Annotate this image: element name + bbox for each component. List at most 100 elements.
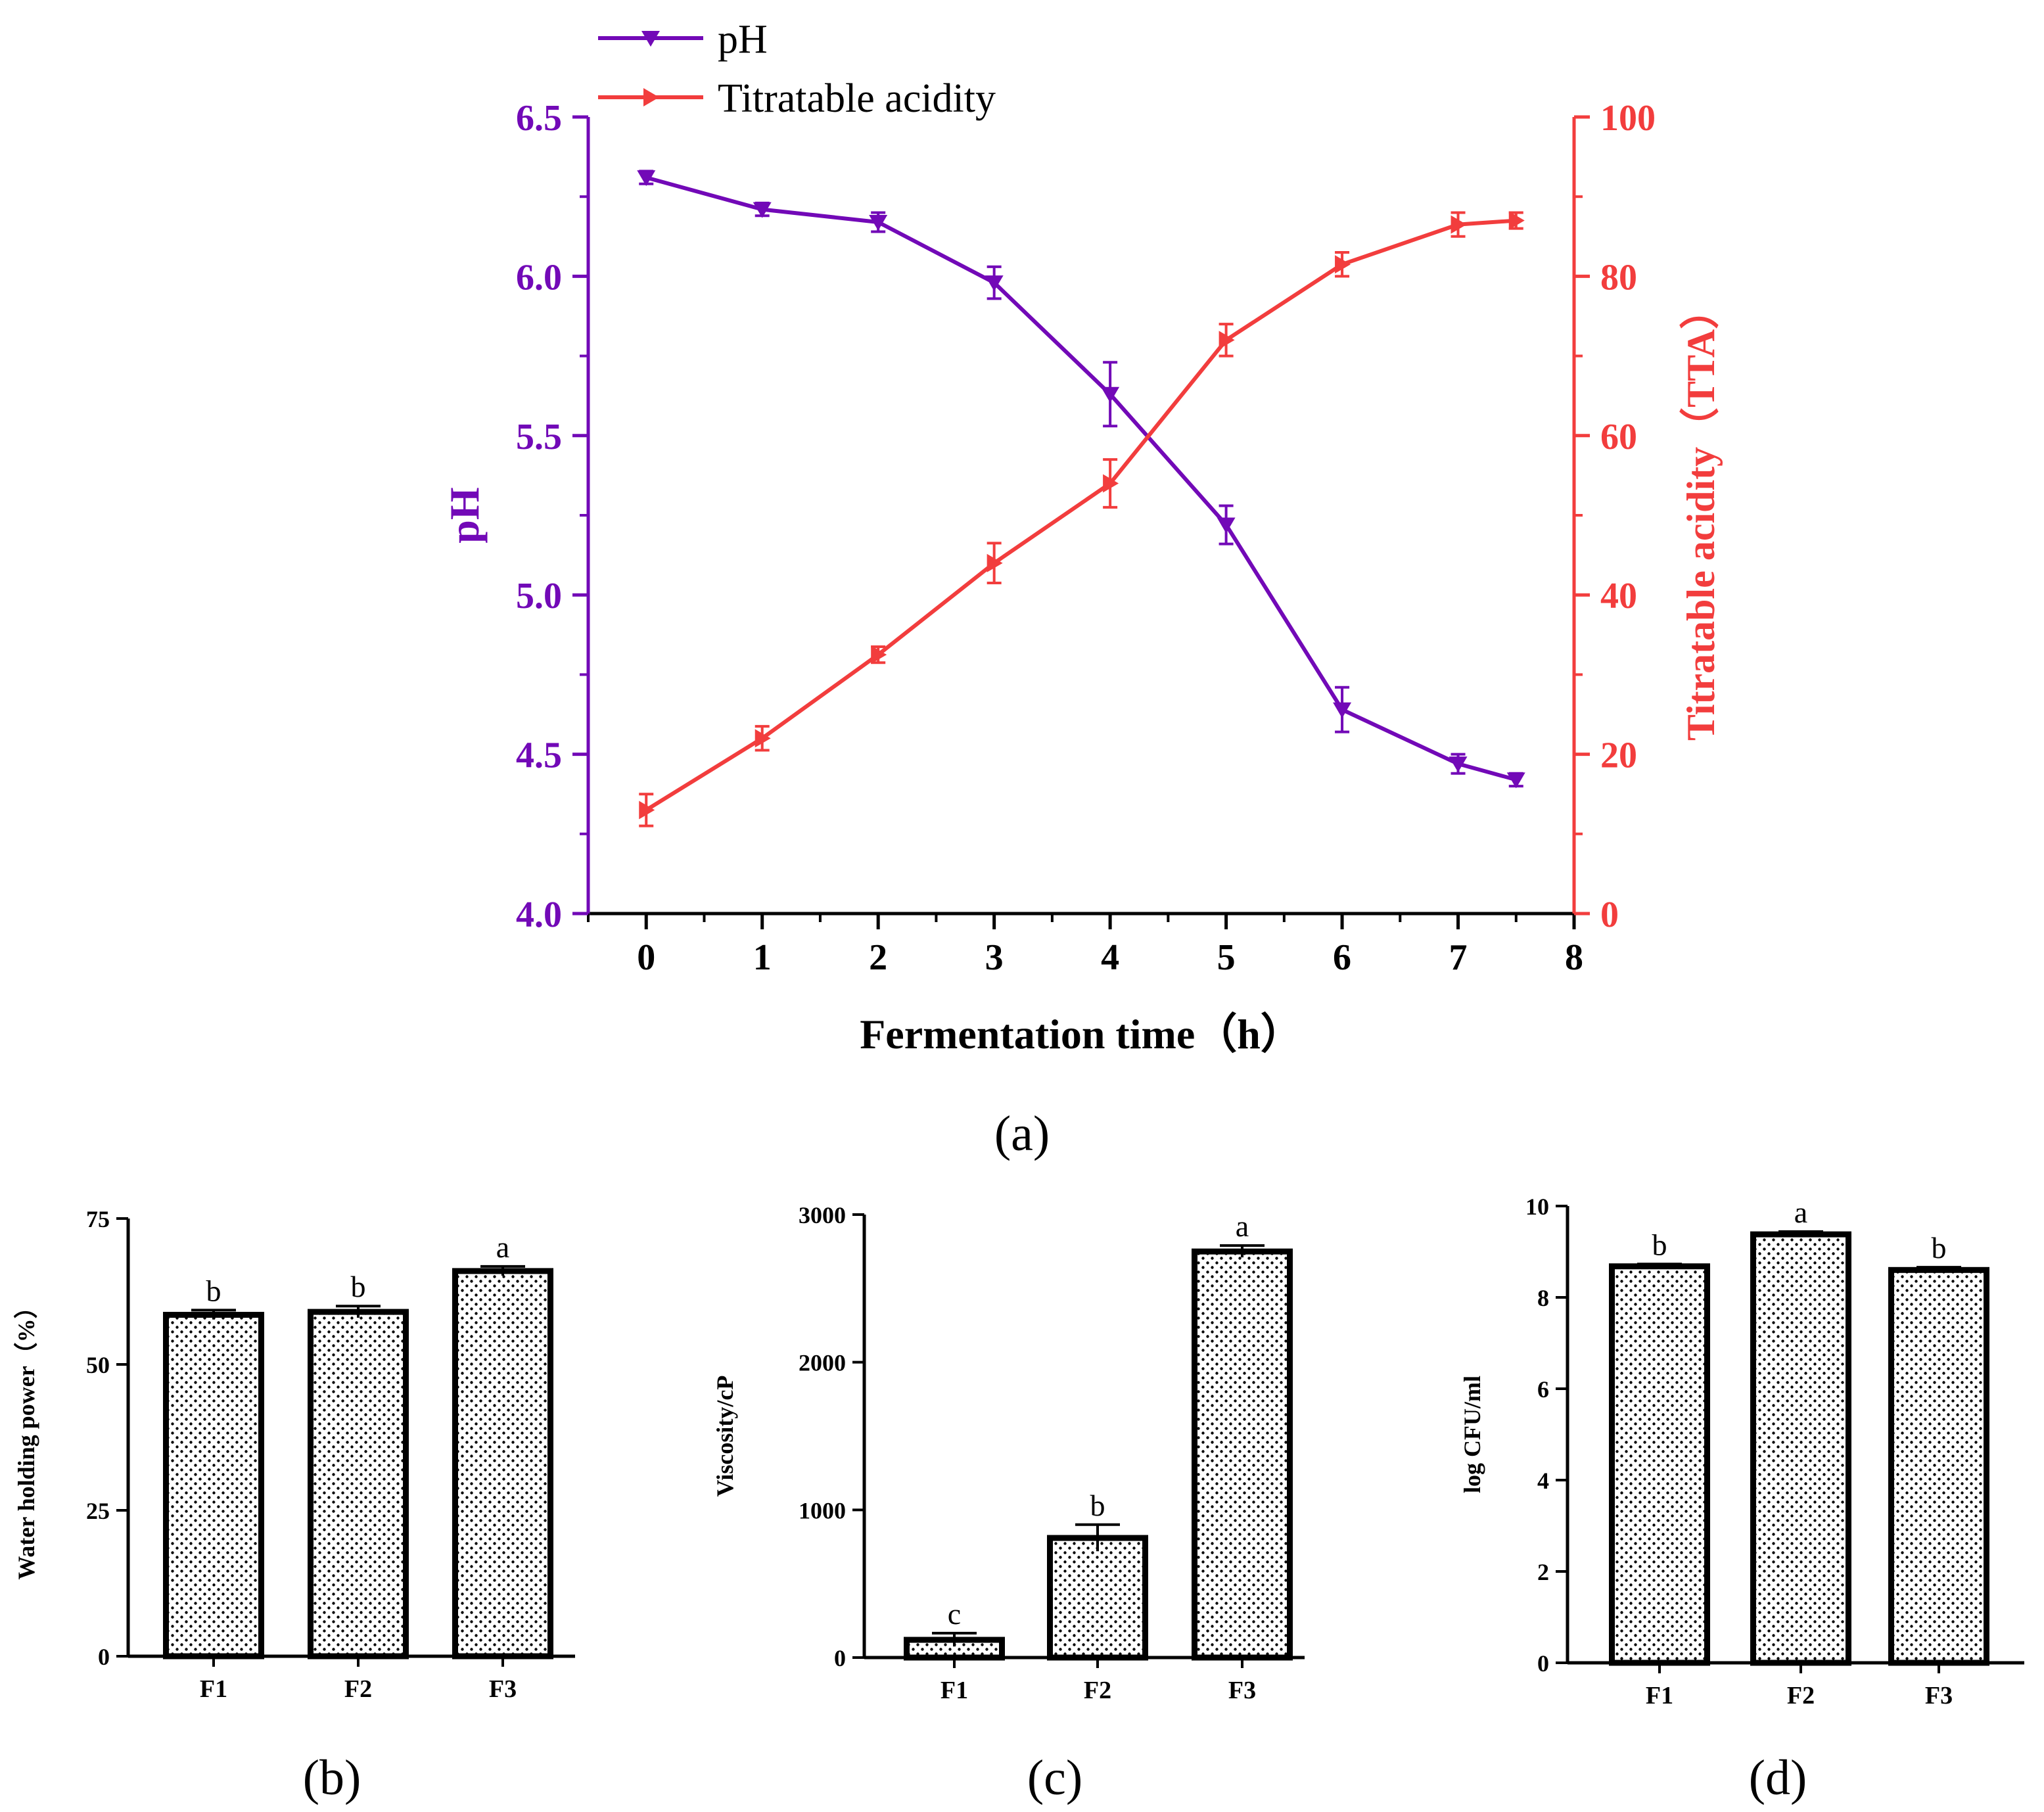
- bar: [1192, 1248, 1293, 1661]
- significance-letter: b: [351, 1270, 366, 1303]
- significance-letter: b: [1652, 1228, 1667, 1261]
- data-point-tta: [987, 553, 1003, 572]
- bar: [452, 1268, 553, 1660]
- x-tick-label: 0: [637, 937, 655, 978]
- panel-label-d: (d): [1749, 1750, 1807, 1805]
- series-line-ph: [645, 175, 1517, 782]
- data-point-tta: [755, 729, 771, 748]
- y-axis-label: Water holding power（%）: [13, 1295, 39, 1579]
- legend-marker: [641, 31, 660, 47]
- x-tick-label: F2: [1084, 1677, 1111, 1704]
- x-tick-label: F2: [344, 1675, 372, 1703]
- right-y-tick-label: 60: [1600, 417, 1637, 457]
- y-tick-label: 50: [86, 1352, 110, 1378]
- significance-letter: a: [1794, 1196, 1807, 1229]
- data-point-ph: [985, 275, 1004, 292]
- panel-d-chart: 0 2 4 6 8 10 log CFU/ml F1 b F2 a F3 b: [1459, 1194, 2024, 1709]
- bar: [1047, 1535, 1148, 1661]
- x-axis-label: Fermentation time（h）: [860, 1011, 1303, 1057]
- data-point-ph: [1506, 772, 1525, 789]
- x-tick-label: F3: [1228, 1677, 1256, 1704]
- bar: [1609, 1263, 1710, 1666]
- x-tick-label: 2: [869, 937, 887, 978]
- left-y-tick-label: 6.5: [516, 98, 562, 139]
- data-point-tta: [871, 645, 887, 664]
- x-tick-label: F3: [489, 1675, 517, 1703]
- legend-marker: [643, 88, 659, 106]
- y-tick-label: 0: [98, 1644, 110, 1670]
- data-point-tta: [1219, 331, 1235, 350]
- y-tick-label: 0: [834, 1645, 846, 1671]
- data-point-tta: [1103, 474, 1119, 493]
- y-tick-label: 25: [86, 1498, 110, 1524]
- y-tick-label: 3000: [799, 1202, 846, 1228]
- panel-label-a: (a): [994, 1106, 1050, 1161]
- right-y-axis-label: Titratable acidity（TTA）: [1679, 290, 1723, 741]
- y-tick-label: 2000: [799, 1350, 846, 1376]
- y-tick-label: 2: [1537, 1559, 1549, 1585]
- y-tick-label: 0: [1537, 1650, 1549, 1677]
- y-tick-label: 6: [1537, 1376, 1549, 1403]
- data-point-ph: [637, 170, 656, 187]
- x-tick-label: 8: [1565, 937, 1583, 978]
- y-tick-label: 75: [86, 1206, 110, 1232]
- x-tick-label: 3: [985, 937, 1004, 978]
- series-line-tta: [645, 218, 1516, 812]
- data-point-tta: [639, 801, 655, 820]
- data-point-tta: [1335, 255, 1351, 274]
- legend-label: pH: [718, 17, 768, 62]
- x-tick-label: 4: [1101, 937, 1119, 978]
- y-axis-label: Viscosity/cP: [712, 1376, 738, 1497]
- left-y-tick-label: 4.5: [516, 735, 562, 776]
- significance-letter: b: [206, 1274, 221, 1307]
- y-tick-label: 4: [1537, 1468, 1549, 1494]
- data-point-ph: [1101, 386, 1120, 403]
- y-tick-label: 10: [1525, 1194, 1549, 1220]
- data-point-tta: [1508, 211, 1525, 230]
- y-axis-label: log CFU/ml: [1459, 1376, 1485, 1493]
- data-point-ph: [869, 214, 888, 231]
- x-tick-label: 5: [1217, 937, 1236, 978]
- bar: [1750, 1231, 1851, 1666]
- right-y-tick-label: 0: [1600, 894, 1619, 935]
- x-tick-label: 1: [753, 937, 772, 978]
- x-tick-label: F1: [200, 1675, 227, 1703]
- significance-letter: a: [1236, 1209, 1249, 1243]
- x-tick-label: F1: [941, 1677, 968, 1704]
- left-y-tick-label: 4.0: [516, 894, 562, 935]
- left-y-tick-label: 5.0: [516, 576, 562, 616]
- panel-label-b: (b): [303, 1750, 361, 1805]
- y-tick-label: 1000: [799, 1497, 846, 1523]
- right-y-tick-label: 100: [1600, 98, 1656, 139]
- right-y-tick-label: 80: [1600, 257, 1637, 298]
- data-point-ph: [1333, 702, 1352, 718]
- panel-b-chart: 0 25 50 75 Water holding power（%） F1 b F2 b F3 a: [13, 1206, 575, 1703]
- panel-label-c: (c): [1027, 1750, 1082, 1805]
- data-point-tta: [1451, 215, 1467, 234]
- significance-letter: b: [1932, 1231, 1947, 1265]
- significance-letter: b: [1090, 1489, 1105, 1522]
- legend-label: Titratable acidity: [718, 76, 996, 121]
- data-point-ph: [1217, 517, 1236, 534]
- x-tick-label: 6: [1333, 937, 1351, 978]
- left-y-tick-label: 5.5: [516, 417, 562, 457]
- right-y-tick-label: 40: [1600, 576, 1637, 616]
- y-tick-label: 8: [1537, 1285, 1549, 1311]
- bar: [163, 1312, 264, 1660]
- x-tick-label: 7: [1449, 937, 1468, 978]
- x-tick-label: F3: [1925, 1682, 1953, 1709]
- data-point-ph: [753, 202, 772, 218]
- significance-letter: a: [496, 1230, 509, 1264]
- x-tick-label: F2: [1787, 1682, 1815, 1709]
- left-y-axis-label: pH: [441, 487, 488, 543]
- x-tick-label: F1: [1646, 1682, 1673, 1709]
- right-y-tick-label: 20: [1600, 735, 1637, 776]
- bar: [308, 1309, 409, 1660]
- panel-a-chart: 0 1 2 3 4 5 6 7 8 4.0 4.5 5.0 5.5 6.0 6.5 0 20 40 60 80 100 F…: [441, 17, 1723, 1057]
- bar: [1888, 1266, 1989, 1666]
- left-y-tick-label: 6.0: [516, 257, 562, 298]
- data-point-ph: [1449, 756, 1468, 773]
- panel-c-chart: 0 1000 2000 3000 Viscosity/cP F1 c F2 b F3 a: [712, 1202, 1305, 1704]
- significance-letter: c: [948, 1597, 961, 1631]
